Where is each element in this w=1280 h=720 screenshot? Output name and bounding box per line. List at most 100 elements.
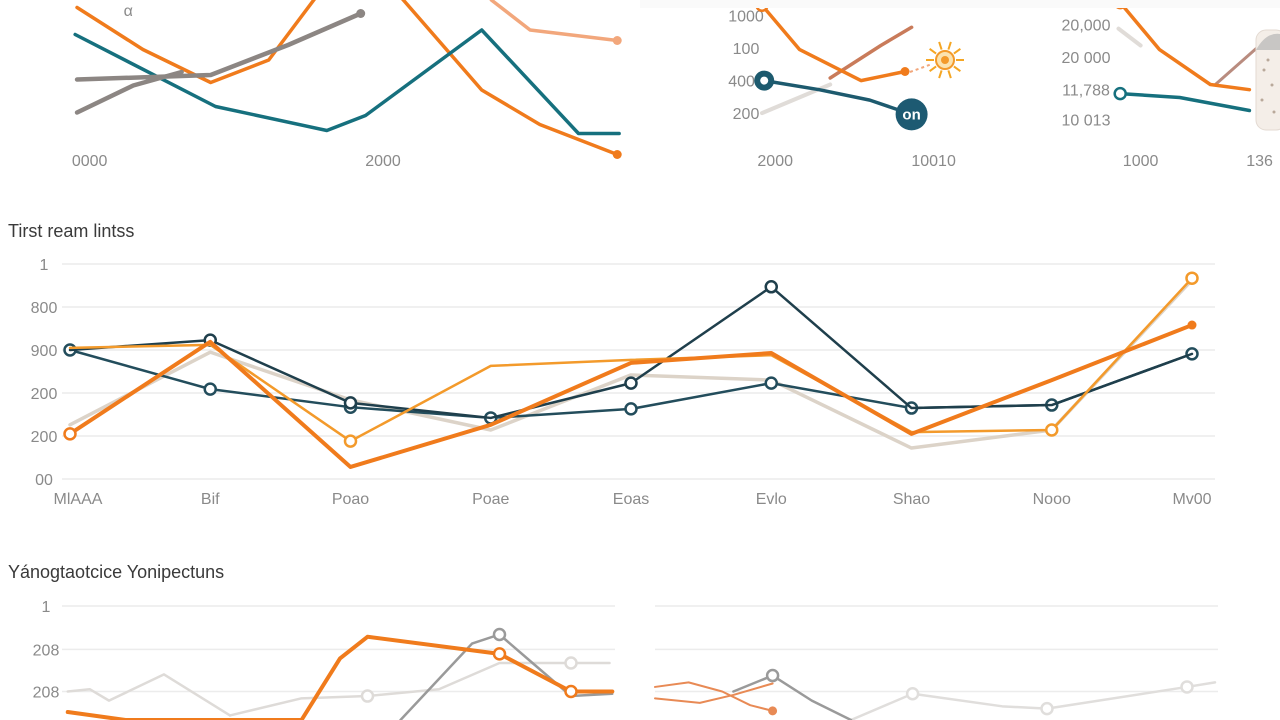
chart-title: Tirst ream lintss	[8, 221, 134, 241]
series-3	[654, 682, 774, 704]
data-point-marker	[343, 434, 358, 448]
y-tick-label: 1	[40, 257, 49, 274]
series-line	[828, 25, 914, 80]
series-line	[849, 681, 1217, 720]
x-tick-label: Poao	[332, 491, 369, 508]
edge-image-fragment	[1255, 29, 1280, 131]
x-tick-label: Poae	[472, 491, 509, 508]
y-tick-label: 200	[31, 386, 58, 403]
series-line	[66, 673, 232, 717]
data-point-marker	[624, 376, 638, 390]
bottom-right-chart	[654, 605, 1218, 720]
data-point-marker	[343, 396, 358, 410]
data-point-marker	[1040, 701, 1054, 716]
series-line	[654, 682, 774, 704]
y-tick-label: 900	[31, 343, 58, 360]
series-line	[68, 276, 1194, 443]
x-tick-label: Mv00	[1172, 491, 1211, 508]
series-1	[732, 668, 853, 720]
data-point-marker	[905, 687, 920, 701]
bottom-left-chart: Yánogtaotcice Yonipectuns 1 208 208	[8, 562, 615, 720]
data-point-marker	[360, 689, 375, 703]
data-point-marker	[764, 280, 778, 294]
series-line	[1116, 26, 1143, 48]
data-point-marker	[492, 647, 507, 661]
y-tick-label: 800	[31, 300, 58, 317]
y-tick-label: 208	[33, 642, 60, 659]
x-tick-label: Bif	[201, 491, 220, 508]
y-tick-label: 100	[733, 41, 760, 58]
data-point-marker	[765, 668, 780, 683]
series-line	[74, 11, 363, 82]
series-end-dot	[356, 9, 366, 18]
y-tick-label: 208	[33, 685, 60, 702]
data-point-marker	[764, 376, 778, 390]
data-point-marker	[564, 656, 578, 670]
annotation-label: α	[124, 3, 133, 20]
data-point-marker	[1185, 271, 1199, 285]
series-end-dot	[1187, 320, 1197, 330]
series-0	[66, 673, 232, 717]
series-1	[1213, 44, 1262, 86]
y-tick-label: 20 000	[1062, 50, 1111, 67]
series-4	[63, 320, 1197, 469]
x-tick-label: 0000	[72, 153, 108, 170]
series-3	[68, 271, 1199, 448]
series-2	[73, 28, 621, 136]
series-end-dot	[612, 150, 622, 159]
series-line	[228, 661, 611, 717]
series-line	[1118, 0, 1252, 92]
chart-title: Yánogtaotcice Yonipectuns	[8, 562, 224, 582]
x-tick-label: 1000	[1123, 153, 1159, 170]
x-tick-label: 2000	[757, 153, 793, 170]
series-line	[760, 3, 907, 83]
series-end-dot	[768, 706, 778, 716]
series-2	[399, 627, 614, 720]
y-tick-label: 00	[35, 472, 53, 489]
x-tick-label: Eoas	[613, 491, 649, 508]
top-right-chart: 20,000 20 000 11,788 10 013 1000 136	[1062, 0, 1273, 170]
y-tick-label: 10 013	[1062, 113, 1111, 130]
series-line	[732, 674, 853, 720]
top-left-chart: 0000 2000 α	[72, 0, 622, 170]
series-end-dot	[612, 36, 622, 45]
series-0	[75, 0, 316, 85]
series-5	[489, 0, 622, 45]
series-1	[401, 0, 622, 159]
badge-label: on	[902, 106, 920, 123]
series-line	[68, 323, 1194, 469]
data-point-marker	[203, 382, 217, 396]
data-point-marker	[63, 427, 77, 441]
series-4	[74, 69, 184, 115]
x-tick-label: Nooo	[1033, 491, 1071, 508]
data-point-marker	[1113, 86, 1127, 101]
series-line	[1213, 44, 1262, 86]
x-tick-label: 2000	[365, 153, 401, 170]
y-tick-label: 200	[31, 429, 58, 446]
series-2	[1113, 0, 1252, 92]
y-tick-label: 11,788	[1062, 83, 1110, 100]
data-point-marker	[1045, 423, 1059, 437]
x-tick-label: 136	[1246, 153, 1273, 170]
series-line	[68, 278, 1194, 450]
y-tick-label: 200	[733, 106, 760, 123]
series-line	[654, 681, 774, 712]
x-tick-label: 10010	[911, 153, 956, 170]
series-0	[849, 680, 1217, 720]
badge-circle	[895, 98, 928, 131]
x-tick-label: MlAAA	[54, 491, 103, 508]
series-line	[1118, 91, 1252, 113]
data-point-marker	[492, 627, 507, 642]
series-line	[489, 0, 619, 43]
series-end-dot	[900, 67, 910, 76]
sun-icon	[909, 41, 964, 79]
data-point-marker	[564, 684, 578, 699]
series-0	[1116, 26, 1143, 48]
y-tick-label: 20,000	[1062, 18, 1111, 35]
series-3	[74, 9, 366, 82]
header-band	[640, 0, 1280, 8]
data-point-marker	[1180, 680, 1194, 694]
